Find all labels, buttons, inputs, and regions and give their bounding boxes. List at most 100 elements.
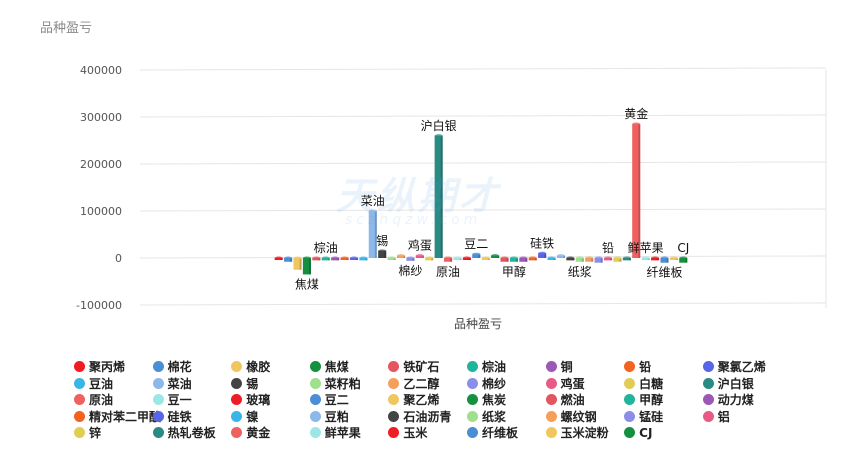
legend-item[interactable]: 精对苯二甲酸 xyxy=(74,406,161,424)
bar xyxy=(613,256,622,262)
bar xyxy=(538,251,547,258)
legend-item[interactable]: 白糖 xyxy=(624,373,703,391)
legend-item[interactable]: 螺纹钢 xyxy=(545,406,625,424)
data-label: 原油 xyxy=(436,265,460,279)
legend-item[interactable]: 鲜苹果 xyxy=(309,422,389,440)
bar xyxy=(302,256,311,275)
legend-item[interactable]: 橡胶 xyxy=(231,356,310,374)
panel-title: 品种盈亏 xyxy=(40,21,93,36)
legend-row: 聚丙烯 棉花 橡胶 焦煤 铁矿石 棕油 铜 铅 聚氯乙烯 xyxy=(74,356,844,374)
legend-swatch xyxy=(231,377,243,389)
legend-item[interactable]: 豆油 xyxy=(74,373,153,391)
legend-swatch xyxy=(309,410,321,422)
legend-label: 甲醇 xyxy=(639,393,664,407)
legend-swatch xyxy=(702,410,714,422)
legend-item[interactable]: 乙二醇 xyxy=(388,373,467,391)
legend-item[interactable]: 豆粕 xyxy=(309,406,389,424)
legend-item[interactable]: 鸡蛋 xyxy=(545,373,625,391)
bar xyxy=(284,256,293,262)
legend-item[interactable]: 热轧卷板 xyxy=(152,422,232,440)
legend-item[interactable]: 铜 xyxy=(545,356,625,374)
legend-swatch xyxy=(388,410,400,422)
legend-item[interactable]: 聚氯乙烯 xyxy=(702,356,782,374)
gridline xyxy=(139,302,827,306)
legend-item[interactable]: 沪白银 xyxy=(702,373,782,391)
legend-row: 豆油 菜油 锡 菜籽粕 乙二醇 棉纱 鸡蛋 白糖 沪白银 xyxy=(74,373,844,391)
bar xyxy=(396,254,406,258)
legend-item[interactable]: 甲醇 xyxy=(624,389,703,407)
bar xyxy=(679,256,688,263)
legend-item[interactable]: 焦炭 xyxy=(466,389,546,407)
gridlines xyxy=(139,67,827,308)
legend-label: 黄金 xyxy=(246,426,271,440)
legend-item[interactable]: 铝 xyxy=(702,406,782,424)
legend-swatch xyxy=(545,427,557,438)
legend-label: 锌 xyxy=(89,426,102,440)
bar xyxy=(453,256,462,260)
legend-item[interactable]: 棉花 xyxy=(152,356,232,374)
legend-item[interactable]: 菜籽粕 xyxy=(309,373,389,391)
bar xyxy=(434,134,443,258)
legend-label: 焦炭 xyxy=(481,393,506,407)
legend-label: 锰硅 xyxy=(639,409,664,424)
legend-label: 玉米淀粉 xyxy=(560,426,609,440)
legend-item[interactable]: 铅 xyxy=(624,356,703,374)
legend-item[interactable]: 铁矿石 xyxy=(388,356,467,374)
legend-swatch xyxy=(309,377,321,389)
legend-item[interactable]: 原油 xyxy=(74,389,153,407)
legend-item[interactable]: 锡 xyxy=(231,373,310,391)
legend-item[interactable]: 纤维板 xyxy=(466,422,546,440)
legend-label: 白糖 xyxy=(639,376,664,391)
legend-label: 鸡蛋 xyxy=(560,376,585,391)
legend-swatch xyxy=(624,394,636,405)
legend-item[interactable]: 玉米淀粉 xyxy=(545,422,625,440)
legend-swatch xyxy=(74,377,85,389)
bar xyxy=(425,256,434,261)
legend-label: 铜 xyxy=(560,360,573,374)
legend-label: 纸浆 xyxy=(481,409,506,424)
legend-swatch xyxy=(309,394,321,405)
legend-label: 铝 xyxy=(717,409,730,424)
legend-swatch xyxy=(702,361,714,372)
legend-swatch xyxy=(231,427,243,438)
legend-label: 沪白银 xyxy=(717,376,754,391)
legend-item[interactable]: 石油沥青 xyxy=(388,406,467,424)
bar xyxy=(368,209,377,258)
legend-swatch xyxy=(702,377,714,389)
legend-item[interactable]: 棕油 xyxy=(466,356,546,374)
legend-item[interactable]: 纸浆 xyxy=(466,406,546,424)
legend-swatch xyxy=(466,410,478,422)
legend-swatch xyxy=(74,394,85,405)
legend-swatch xyxy=(702,394,714,405)
legend-label: 棉纱 xyxy=(481,376,506,391)
data-label: 棉纱 xyxy=(398,264,422,278)
legend-item[interactable]: 焦煤 xyxy=(309,356,389,374)
legend-item[interactable]: 聚丙烯 xyxy=(74,356,153,374)
data-label: 纤维板 xyxy=(646,266,682,280)
legend-label: 鲜苹果 xyxy=(324,426,361,440)
legend-item[interactable]: 锌 xyxy=(74,422,153,440)
bar xyxy=(444,256,453,262)
legend-item[interactable]: 黄金 xyxy=(231,422,310,440)
legend-item[interactable]: 豆一 xyxy=(152,389,232,407)
bar xyxy=(556,254,566,258)
gridline xyxy=(139,67,827,71)
legend-item[interactable]: 硅铁 xyxy=(152,406,232,424)
legend-item[interactable]: 玉米 xyxy=(388,422,467,440)
legend-item[interactable]: 菜油 xyxy=(152,373,232,391)
legend-item[interactable]: 燃油 xyxy=(545,389,625,407)
data-label: 豆二 xyxy=(464,237,488,251)
legend-label: 硅铁 xyxy=(167,409,192,424)
legend-item[interactable]: 豆二 xyxy=(309,389,389,407)
legend-item[interactable]: CJ xyxy=(624,422,703,440)
y-tick-label: 200000 xyxy=(80,158,122,171)
legend-item[interactable]: 动力煤 xyxy=(702,389,782,407)
legend: 聚丙烯 棉花 橡胶 焦煤 铁矿石 棕油 铜 铅 聚氯乙烯豆油 菜油 锡 菜籽粕 乙二醇 棉纱 鸡蛋 白糖 沪白银… xyxy=(74,356,844,440)
legend-swatch xyxy=(388,377,400,389)
legend-item[interactable]: 聚乙烯 xyxy=(388,389,467,407)
legend-item[interactable]: 锰硅 xyxy=(624,406,703,424)
legend-label: 螺纹钢 xyxy=(560,409,597,424)
legend-item[interactable]: 镍 xyxy=(231,406,310,424)
legend-item[interactable]: 棉纱 xyxy=(466,373,546,391)
legend-item[interactable]: 玻璃 xyxy=(231,389,310,407)
